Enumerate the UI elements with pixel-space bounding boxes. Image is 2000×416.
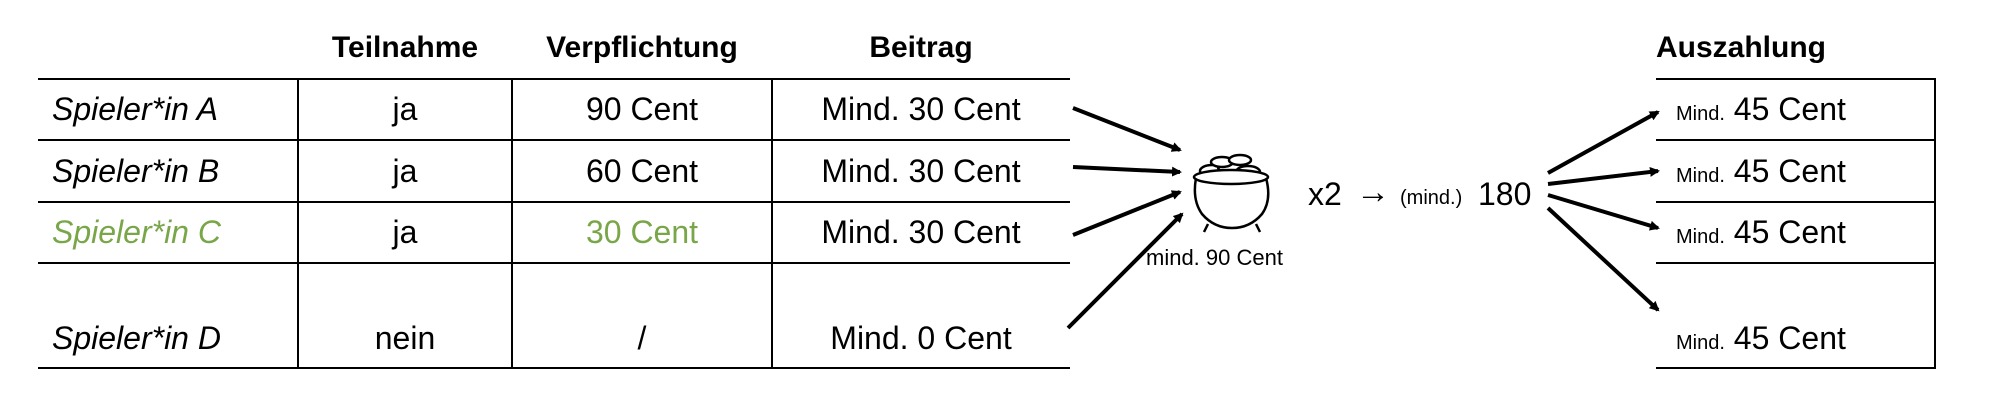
player-c-obligation: 30 Cent — [585, 214, 699, 250]
payout-prefix: Mind. — [1676, 226, 1725, 248]
multiplier-prefix: (mind.) — [1400, 187, 1463, 209]
table-line-bottom — [38, 367, 1070, 369]
player-b-contribution: Mind. 30 Cent — [821, 153, 1021, 189]
player-a-label: Spieler*in A — [52, 91, 219, 127]
table-divider-3 — [771, 78, 773, 369]
header-participation: Teilnahme — [331, 31, 479, 64]
player-c-participation: ja — [392, 214, 418, 250]
player-c-label: Spieler*in C — [52, 214, 221, 250]
table-divider-1 — [297, 78, 299, 369]
payout-row-2: Mind. 45 Cent — [1676, 151, 1846, 196]
player-b-obligation: 60 Cent — [585, 153, 699, 189]
payout-amount: 45 Cent — [1733, 153, 1846, 189]
payout-row-3: Mind. 45 Cent — [1676, 212, 1846, 257]
player-d-contribution: Mind. 0 Cent — [830, 320, 1012, 356]
player-a-contribution: Mind. 30 Cent — [821, 91, 1021, 127]
payout-row-1: Mind. 45 Cent — [1676, 89, 1846, 134]
payout-line-bottom — [1656, 367, 1936, 369]
player-a-obligation: 90 Cent — [585, 91, 699, 127]
table-divider-2 — [511, 78, 513, 369]
arrow-to-payout-1 — [1547, 110, 1660, 175]
arrow-to-payout-3 — [1547, 193, 1660, 231]
player-d-participation: nein — [374, 320, 436, 356]
table-line-top — [38, 78, 1070, 80]
player-d-obligation: / — [637, 320, 647, 356]
payout-amount: 45 Cent — [1733, 320, 1846, 356]
table-line-2 — [38, 201, 1070, 203]
payout-row-4: Mind. 45 Cent — [1676, 318, 1846, 363]
arrow-c-to-pot — [1072, 190, 1182, 237]
multiplier-value: 180 — [1478, 176, 1532, 212]
payout-prefix: Mind. — [1676, 103, 1725, 125]
payout-line-3 — [1656, 262, 1936, 264]
header-payout: Auszahlung — [1656, 31, 1826, 64]
pot-label: mind. 90 Cent — [1146, 245, 1283, 270]
player-b-participation: ja — [392, 153, 418, 189]
header-contribution: Beitrag — [869, 31, 973, 64]
table-line-3 — [38, 262, 1070, 264]
payout-line-1 — [1656, 139, 1936, 141]
arrow-to-payout-4 — [1546, 206, 1660, 312]
pot-of-gold-icon — [1192, 153, 1270, 233]
payout-line-2 — [1656, 201, 1936, 203]
arrow-a-to-pot — [1072, 106, 1182, 152]
arrow-d-to-pot — [1066, 212, 1184, 330]
multiplier-arrow: → — [1356, 173, 1390, 211]
arrow-to-payout-2 — [1547, 166, 1660, 186]
payout-amount: 45 Cent — [1733, 214, 1846, 250]
payout-prefix: Mind. — [1676, 165, 1725, 187]
player-c-contribution: Mind. 30 Cent — [821, 214, 1021, 250]
payout-amount: 45 Cent — [1733, 91, 1846, 127]
multiplier-factor: x2 — [1308, 176, 1342, 212]
player-d-label: Spieler*in D — [52, 320, 221, 356]
header-obligation: Verpflichtung — [546, 31, 738, 64]
table-line-1 — [38, 139, 1070, 141]
player-a-participation: ja — [392, 91, 418, 127]
payout-prefix: Mind. — [1676, 332, 1725, 354]
player-b-label: Spieler*in B — [52, 153, 220, 189]
payout-line-top — [1656, 78, 1936, 80]
payout-right-border — [1934, 78, 1936, 369]
arrow-b-to-pot — [1072, 165, 1182, 177]
